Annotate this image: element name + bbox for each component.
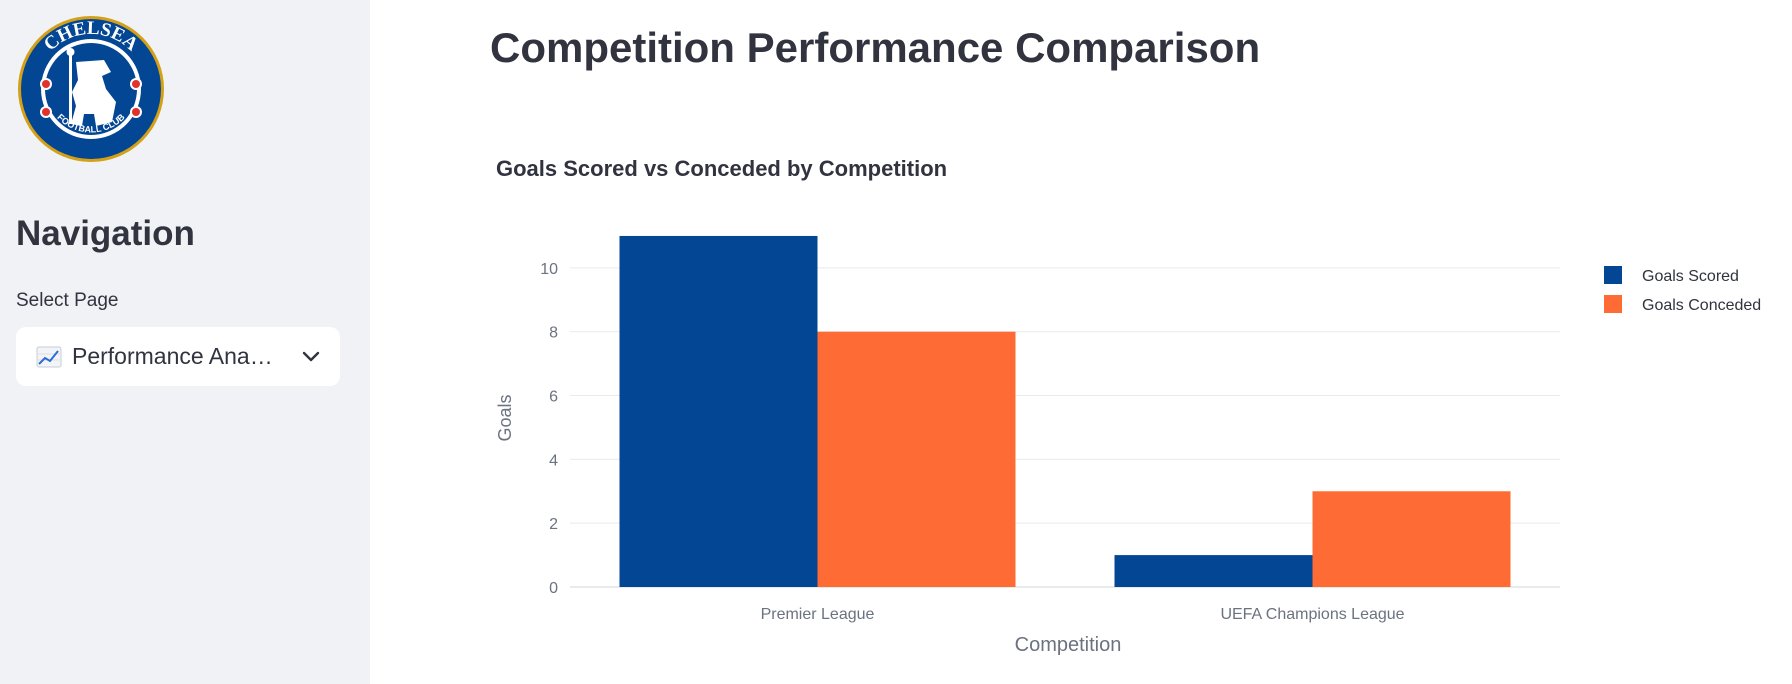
legend-label: Goals Conceded [1642,297,1761,314]
y-tick-label: 6 [549,389,558,406]
legend-label: Goals Scored [1642,268,1739,285]
bar-goals-scored [1114,555,1313,587]
legend[interactable]: Goals Scored Goals Conceded [1604,266,1761,314]
sidebar: CHELSEA FOOTBALL CLUB Navigation Select … [0,0,370,684]
page-select[interactable]: Performance Ana… [16,327,340,386]
x-axis-label: Competition [1015,634,1122,656]
y-tick-label: 2 [549,516,558,533]
page-select-value: Performance Ana… [72,343,273,369]
x-tick-label: UEFA Champions League [1220,606,1404,623]
select-page-label: Select Page [16,290,119,311]
bar-goals-scored [619,235,818,587]
page-title: Competition Performance Comparison [490,24,1261,71]
legend-swatch [1604,295,1622,313]
nav-title: Navigation [16,214,195,253]
y-tick-label: 4 [549,452,558,469]
chart-title: Goals Scored vs Conceded by Competition [496,156,947,181]
y-tick-label: 10 [540,261,558,278]
x-tick-label: Premier League [761,606,875,623]
bar-goals-conceded [817,331,1016,587]
y-tick-label: 8 [549,325,558,342]
chart-increasing-icon [36,346,62,367]
y-axis-label: Goals [495,394,515,441]
chelsea-logo: CHELSEA FOOTBALL CLUB [18,16,164,162]
legend-swatch [1604,266,1622,284]
chevron-down-icon[interactable] [302,351,320,363]
main-content: Competition Performance Comparison Goals… [370,0,1792,684]
y-tick-label: 0 [549,580,558,597]
goals-bar-chart: Goals Scored vs Conceded by Competition … [495,156,1761,656]
bar-goals-conceded [1312,491,1511,587]
